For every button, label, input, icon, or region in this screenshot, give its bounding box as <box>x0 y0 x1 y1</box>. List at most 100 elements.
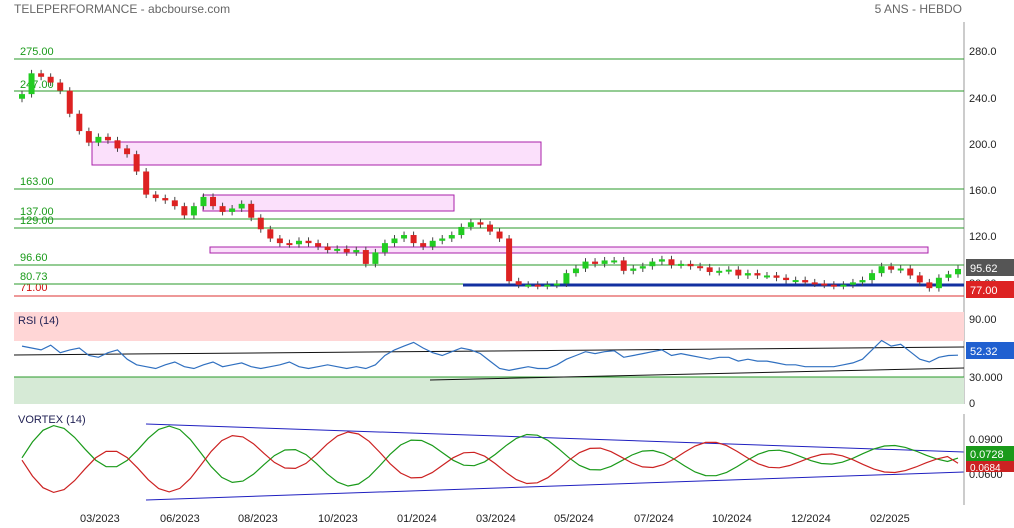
candle-body <box>152 194 159 199</box>
candle-body <box>697 266 704 269</box>
last-price-tag <box>966 259 1014 276</box>
candle-body <box>601 260 608 264</box>
candle-body <box>572 268 579 274</box>
rsi-tick-0: 0 <box>969 398 975 410</box>
x-tick-05-2024: 05/2024 <box>554 513 594 525</box>
candle-body <box>649 261 656 267</box>
rsi-oversold-zone <box>14 377 964 404</box>
candle-body <box>38 73 45 77</box>
candle-body <box>563 273 570 284</box>
candle-body <box>267 229 274 239</box>
candle-body <box>888 266 895 270</box>
x-tick-12-2024: 12/2024 <box>791 513 831 525</box>
candle-body <box>238 203 245 209</box>
candle-body <box>916 275 923 283</box>
candle-body <box>324 246 331 251</box>
candle-body <box>66 90 73 114</box>
candle-body <box>276 238 283 244</box>
resistance-zone-3 <box>209 246 929 254</box>
vortex-minus-tag <box>966 461 1014 472</box>
candle-body <box>926 282 933 289</box>
candle-body <box>143 171 150 195</box>
candle-body <box>343 248 350 253</box>
price-tick-240: 240.0 <box>969 93 997 105</box>
candle-body <box>171 200 178 207</box>
candle-body <box>907 268 914 276</box>
level-label-247: 247.00 <box>20 79 54 91</box>
candle-body <box>611 260 618 263</box>
candle-body <box>334 248 341 251</box>
candle-body <box>935 277 942 289</box>
rsi-label: RSI (14) <box>18 315 59 327</box>
candle-body <box>553 283 560 286</box>
candle-body <box>286 243 293 246</box>
candle-body <box>783 277 790 281</box>
candle-body <box>830 284 837 287</box>
candle-body <box>754 273 761 276</box>
candle-body <box>85 131 92 143</box>
rsi-value: 52.32 <box>970 346 998 358</box>
rsi-trendline-lower <box>429 367 965 381</box>
candle-body <box>859 280 866 283</box>
vortex-label: VORTEX (14) <box>18 414 86 426</box>
candle-body <box>592 261 599 264</box>
candle-body <box>897 268 904 271</box>
candle-body <box>802 280 809 283</box>
candle-body <box>401 235 408 239</box>
rsi-trendline-upper <box>13 346 965 356</box>
resistance-zone-2 <box>202 194 455 212</box>
candle-body <box>190 206 197 216</box>
support-price-value: 77.00 <box>970 285 998 297</box>
price-tick-280: 280.0 <box>969 46 997 58</box>
candle-body <box>811 282 818 285</box>
candle-body <box>315 243 322 247</box>
level-label-275: 275.00 <box>20 46 54 58</box>
resistance-zone-1 <box>91 141 542 166</box>
candle-body <box>620 260 627 271</box>
vortex-plus-line <box>21 424 959 487</box>
chart-title: TELEPERFORMANCE - abcbourse.com <box>14 2 231 16</box>
candle-body <box>849 282 856 285</box>
rsi-value-tag <box>966 342 1014 359</box>
candle-body <box>28 73 35 95</box>
vortex-minus-value: 0.0684 <box>970 463 1001 474</box>
candles <box>19 69 961 292</box>
candle-body <box>458 226 465 236</box>
candle-body <box>362 250 369 264</box>
candle-body <box>792 280 799 283</box>
vortex-tick-0900: 0.0900 <box>969 434 1003 446</box>
candle-body <box>47 76 54 83</box>
price-tick-160: 160.0 <box>969 185 997 197</box>
candle-body <box>678 263 685 266</box>
x-tick-03-2023: 03/2023 <box>80 513 120 525</box>
candle-body <box>95 136 102 143</box>
x-tick-03-2024: 03/2024 <box>476 513 516 525</box>
candle-body <box>706 267 713 272</box>
x-tick-07-2024: 07/2024 <box>634 513 674 525</box>
candle-body <box>496 231 503 239</box>
candle-body <box>76 113 83 132</box>
candle-body <box>257 217 264 230</box>
candle-body <box>534 284 541 287</box>
candle-body <box>955 268 961 275</box>
candle-body <box>869 273 876 281</box>
candle-body <box>420 243 427 247</box>
candle-body <box>448 235 455 239</box>
x-tick-10-2023: 10/2023 <box>318 513 358 525</box>
x-tick-06-2023: 06/2023 <box>160 513 200 525</box>
candle-body <box>582 261 589 269</box>
candle-body <box>381 243 388 253</box>
price-tick-200: 200.0 <box>969 139 997 151</box>
candle-body <box>735 269 742 276</box>
candle-body <box>162 198 169 201</box>
candle-body <box>668 259 675 266</box>
candle-body <box>487 224 493 232</box>
level-label-80: 80.73 <box>20 271 48 283</box>
vortex-trendline-upper <box>145 423 965 453</box>
candle-body <box>391 238 398 244</box>
candle-body <box>353 250 360 253</box>
candle-body <box>477 222 484 225</box>
period-label: 5 ANS - HEBDO <box>874 2 962 16</box>
candle-body <box>515 281 522 285</box>
